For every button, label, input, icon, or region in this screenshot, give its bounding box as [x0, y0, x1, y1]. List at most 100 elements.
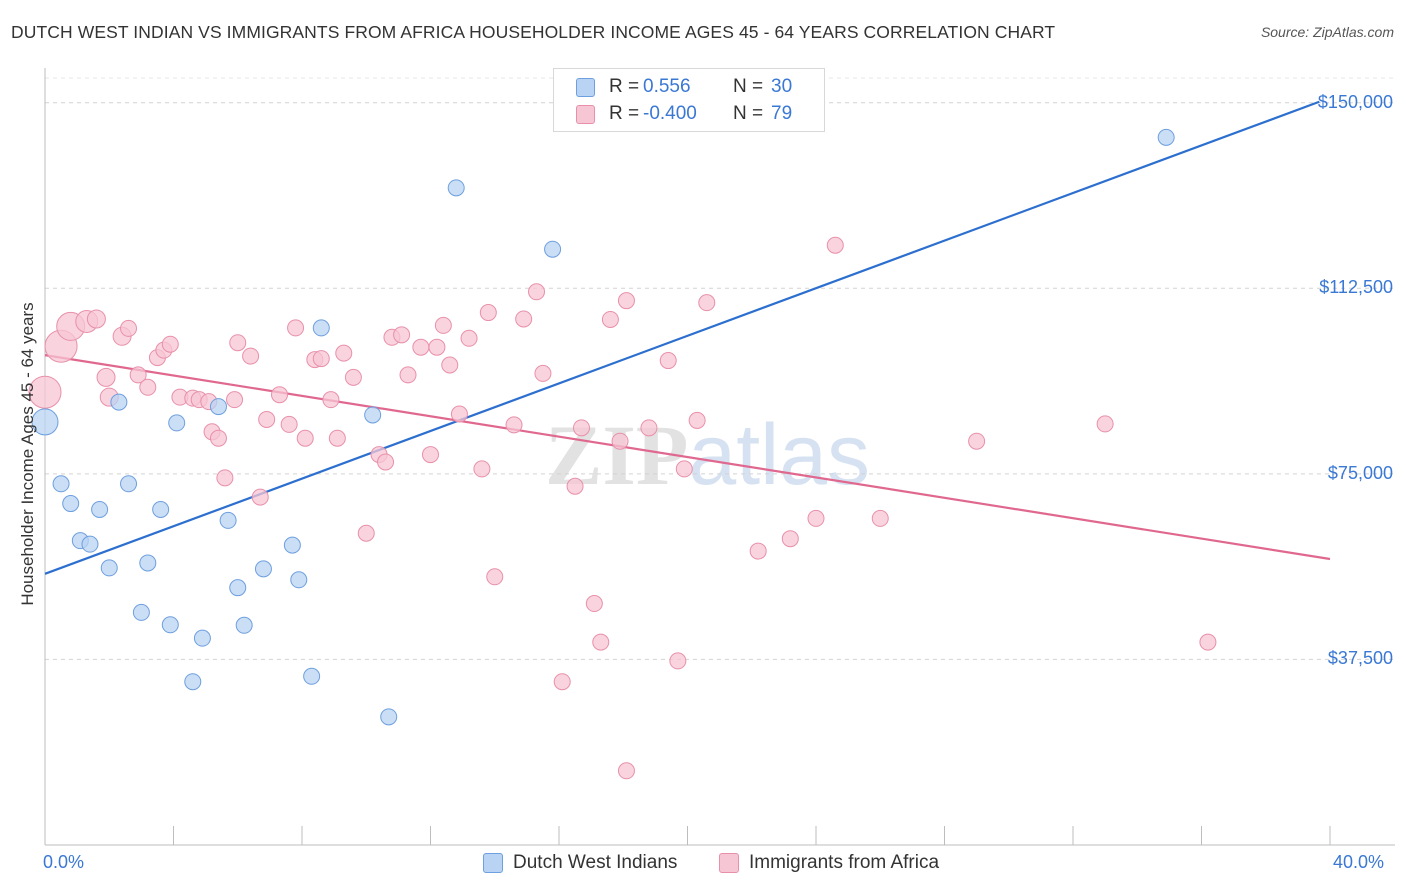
point-dutch-west-indians: [1157, 128, 1175, 146]
series-swatch-pink: [719, 853, 739, 873]
legend-row-pink: R = -0.400 N = 79: [576, 102, 792, 126]
point-immigrants-from-africa: [209, 429, 227, 447]
point-immigrants-from-africa: [434, 316, 452, 334]
point-immigrants-from-africa: [322, 391, 340, 409]
point-immigrants-from-africa: [528, 283, 546, 301]
x-tick-label-max: 40.0%: [1333, 852, 1385, 872]
legend-r-label: R =: [609, 103, 640, 124]
point-immigrants-from-africa: [505, 416, 523, 434]
point-immigrants-from-africa: [139, 378, 157, 396]
point-immigrants-from-africa: [86, 309, 106, 329]
y-tick-label: $75,000: [1327, 462, 1393, 483]
point-immigrants-from-africa: [450, 405, 468, 423]
point-dutch-west-indians: [447, 179, 465, 197]
point-immigrants-from-africa: [335, 344, 353, 362]
point-immigrants-from-africa: [312, 350, 330, 368]
point-dutch-west-indians: [152, 500, 170, 518]
point-dutch-west-indians: [161, 616, 179, 634]
point-immigrants-from-africa: [968, 432, 986, 450]
point-dutch-west-indians: [91, 500, 109, 518]
legend-n-value: 79: [771, 103, 793, 124]
point-immigrants-from-africa: [1199, 633, 1217, 651]
point-dutch-west-indians: [100, 559, 118, 577]
legend-row-blue: R = 0.556 N = 30: [576, 75, 792, 99]
legend-n-label: N =: [733, 103, 764, 124]
axes: [44, 68, 1395, 846]
point-immigrants-from-africa: [96, 367, 116, 387]
point-dutch-west-indians: [364, 406, 382, 424]
series-label: Immigrants from Africa: [749, 852, 940, 873]
point-dutch-west-indians: [380, 708, 398, 726]
point-immigrants-from-africa: [129, 366, 147, 384]
point-immigrants-from-africa: [271, 386, 289, 404]
point-immigrants-from-africa: [216, 469, 234, 487]
point-dutch-west-indians: [132, 603, 150, 621]
point-dutch-west-indians: [544, 240, 562, 258]
legend-n-label: N =: [733, 76, 764, 97]
point-immigrants-from-africa: [675, 460, 693, 478]
point-dutch-west-indians: [120, 475, 138, 493]
point-immigrants-from-africa: [669, 652, 687, 670]
point-dutch-west-indians: [235, 616, 253, 634]
point-dutch-west-indians: [31, 408, 59, 436]
grid-lines: [45, 77, 1395, 660]
point-dutch-west-indians: [139, 554, 157, 572]
point-immigrants-from-africa: [566, 477, 584, 495]
point-immigrants-from-africa: [412, 338, 430, 356]
series-legend-immigrants-from-africa: Immigrants from Africa: [719, 852, 939, 874]
series-label: Dutch West Indians: [513, 852, 678, 873]
point-immigrants-from-africa: [344, 368, 362, 386]
point-immigrants-from-africa: [251, 488, 269, 506]
trend-line-immigrants-from-africa: [44, 354, 1331, 561]
point-dutch-west-indians: [81, 535, 99, 553]
point-immigrants-from-africa: [640, 419, 658, 437]
point-immigrants-from-africa: [357, 524, 375, 542]
point-immigrants-from-africa: [1096, 415, 1114, 433]
y-tick-label: $37,500: [1327, 648, 1393, 669]
point-dutch-west-indians: [52, 475, 70, 493]
point-immigrants-from-africa: [515, 310, 533, 328]
point-dutch-west-indians: [290, 571, 308, 589]
series-legend-dutch-west-indians: Dutch West Indians: [483, 852, 677, 874]
point-dutch-west-indians: [219, 511, 237, 529]
legend-swatch-blue: [576, 77, 595, 97]
point-immigrants-from-africa: [28, 375, 62, 409]
point-immigrants-from-africa: [585, 595, 603, 613]
point-dutch-west-indians: [209, 398, 227, 416]
legend-r-label: R =: [609, 76, 640, 97]
point-immigrants-from-africa: [479, 304, 497, 322]
point-dutch-west-indians: [312, 319, 330, 337]
point-immigrants-from-africa: [393, 326, 411, 344]
point-immigrants-from-africa: [399, 366, 417, 384]
point-immigrants-from-africa: [781, 530, 799, 548]
correlation-legend: R = 0.556 N = 30 R = -0.400 N = 79: [553, 68, 825, 132]
point-immigrants-from-africa: [871, 509, 889, 527]
point-immigrants-from-africa: [460, 329, 478, 347]
source-label: Source: ZipAtlas.com: [1260, 24, 1394, 40]
point-immigrants-from-africa: [242, 347, 260, 365]
point-dutch-west-indians: [193, 629, 211, 647]
point-immigrants-from-africa: [441, 356, 459, 374]
point-immigrants-from-africa: [161, 335, 179, 353]
point-immigrants-from-africa: [617, 292, 635, 310]
point-dutch-west-indians: [229, 579, 247, 597]
point-immigrants-from-africa: [422, 446, 439, 464]
point-immigrants-from-africa: [377, 453, 395, 471]
point-immigrants-from-africa: [226, 391, 244, 409]
data-points: [28, 128, 1217, 780]
point-immigrants-from-africa: [617, 762, 635, 780]
point-immigrants-from-africa: [749, 542, 767, 560]
point-immigrants-from-africa: [258, 410, 276, 428]
point-dutch-west-indians: [184, 673, 202, 691]
series-swatch-blue: [483, 853, 503, 873]
point-immigrants-from-africa: [473, 460, 491, 478]
watermark-atlas: atlas: [688, 407, 871, 503]
point-immigrants-from-africa: [534, 364, 552, 382]
point-immigrants-from-africa: [296, 429, 314, 447]
point-immigrants-from-africa: [428, 338, 446, 356]
point-dutch-west-indians: [283, 536, 301, 554]
point-immigrants-from-africa: [826, 236, 844, 254]
point-immigrants-from-africa: [280, 415, 298, 433]
x-tick-label-min: 0.0%: [43, 852, 85, 872]
